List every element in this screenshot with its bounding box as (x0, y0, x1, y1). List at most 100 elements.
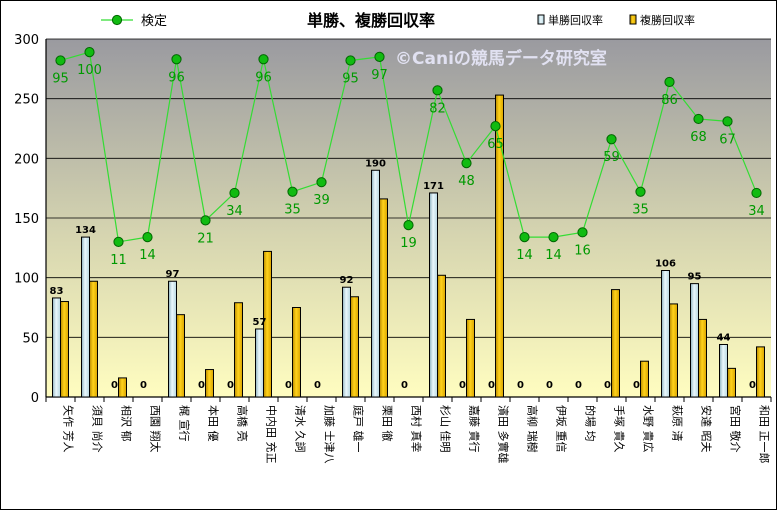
bar-tansho (719, 343, 728, 398)
tansho-data-label: 83 (50, 286, 64, 297)
bar-fukusho (118, 377, 127, 398)
x-category-label: 萩原 清 (671, 405, 684, 442)
y-tick-label: 200 (14, 152, 39, 167)
kentei-data-label: 95 (52, 71, 69, 86)
tansho-data-label: 190 (365, 158, 386, 169)
x-category-text: 庭戸 雄一 (352, 405, 366, 453)
x-category-text: 水野 貴広 (642, 405, 656, 453)
x-category-text: 中内田 充正 (265, 405, 279, 464)
kentei-data-label: 65 (487, 137, 504, 152)
x-category-label: 伊坂 重信 (555, 405, 569, 453)
tansho-data-label: 0 (749, 380, 756, 391)
kentei-point (693, 113, 704, 125)
x-category-label: 加藤 士津八 (323, 405, 336, 464)
bar-tansho (255, 328, 264, 398)
bar-fukusho (698, 318, 707, 398)
kentei-point (142, 231, 153, 243)
bar-tansho (342, 286, 351, 398)
kentei-point (751, 187, 762, 199)
kentei-data-label: 34 (226, 204, 243, 219)
tansho-data-label: 0 (633, 380, 640, 391)
x-category-label: 宮田 敬介 (729, 405, 743, 453)
tansho-data-label: 0 (285, 380, 292, 391)
kentei-point (258, 54, 269, 65)
x-category-text: 加藤 士津八 (323, 405, 336, 464)
x-category-label: 濱田 多實雄 (497, 405, 511, 464)
bar-tansho (81, 236, 90, 398)
x-category-text: 高橋 亮 (236, 405, 250, 442)
x-category-text: 萩原 清 (671, 405, 684, 442)
bar-tansho (168, 280, 177, 398)
tansho-data-label: 92 (340, 275, 354, 286)
x-category-label: 高橋 亮 (236, 405, 250, 442)
y-tick-label: 250 (14, 93, 39, 108)
kentei-point (345, 55, 356, 66)
bar-fukusho (205, 369, 214, 398)
kentei-point (577, 227, 588, 238)
x-category-text: 矢作 芳人 (62, 405, 76, 453)
kentei-data-label: 86 (661, 93, 678, 108)
tansho-data-label: 106 (655, 259, 676, 270)
kentei-point (55, 55, 66, 66)
x-category-text: 本田 優 (207, 405, 221, 442)
bar-tansho (690, 283, 699, 398)
bar-fukusho (437, 274, 446, 398)
bar-fukusho (292, 307, 301, 398)
kentei-data-label: 19 (400, 236, 417, 251)
tansho-data-label: 0 (314, 380, 321, 391)
x-category-label: 西村 真幸 (410, 405, 424, 453)
y-tick-label: 50 (22, 331, 39, 346)
bar-fukusho (756, 346, 765, 398)
x-category-label: 庭戸 雄一 (352, 405, 366, 453)
kentei-data-label: 59 (603, 150, 620, 165)
legend-swatch-fukusho (629, 14, 637, 25)
bar-fukusho (379, 198, 388, 398)
kentei-point (403, 220, 414, 231)
bar-fukusho (60, 301, 69, 398)
tansho-data-label: 44 (717, 332, 731, 343)
kentei-data-label: 16 (574, 243, 591, 258)
x-category-label: 梶 宣行 (178, 405, 192, 442)
kentei-data-label: 21 (197, 231, 214, 246)
x-category-label: 高柳 瑞樹 (526, 405, 540, 453)
kentei-data-label: 14 (545, 248, 562, 263)
x-category-text: 西村 真幸 (410, 405, 424, 453)
bar-fukusho (263, 250, 272, 398)
kentei-point (664, 76, 675, 88)
kentei-data-label: 48 (458, 174, 475, 189)
x-category-text: 伊坂 重信 (555, 405, 569, 453)
kentei-point (519, 231, 530, 243)
kentei-data-label: 82 (429, 101, 446, 116)
kentei-point (113, 236, 124, 247)
kentei-data-label: 67 (719, 132, 736, 147)
x-category-text: 杉山 佳明 (439, 405, 453, 453)
kentei-data-label: 100 (77, 63, 102, 78)
y-tick-label: 0 (31, 391, 39, 406)
kentei-point (432, 85, 443, 96)
tansho-data-label: 0 (459, 380, 466, 391)
kentei-data-label: 96 (168, 70, 185, 85)
bar-fukusho (234, 302, 243, 398)
y-tick-label: 150 (14, 212, 39, 227)
x-category-label: 本田 優 (207, 405, 221, 442)
x-category-text: 須貝 尚介 (91, 405, 105, 453)
grid-lines (45, 38, 772, 402)
x-category-text: 相沢 郁 (120, 405, 134, 442)
x-category-text: 安達 昭夫 (700, 405, 714, 453)
kentei-point (316, 177, 327, 188)
kentei-data-label: 14 (139, 248, 156, 263)
x-category-text: 手塚 貴久 (613, 405, 627, 453)
x-category-text: 梶 宣行 (178, 405, 192, 442)
legend-swatch-tansho (537, 14, 545, 25)
x-category-text: 嘉藤 貴行 (468, 405, 482, 453)
bar-fukusho (466, 318, 475, 398)
bar-fukusho (495, 94, 504, 398)
tansho-data-label: 134 (75, 225, 96, 236)
bar-fukusho (176, 314, 185, 398)
tansho-data-label: 0 (604, 380, 611, 391)
kentei-point (200, 215, 211, 226)
tansho-data-label: 0 (517, 380, 524, 391)
x-category-label: 嘉藤 貴行 (468, 405, 482, 453)
